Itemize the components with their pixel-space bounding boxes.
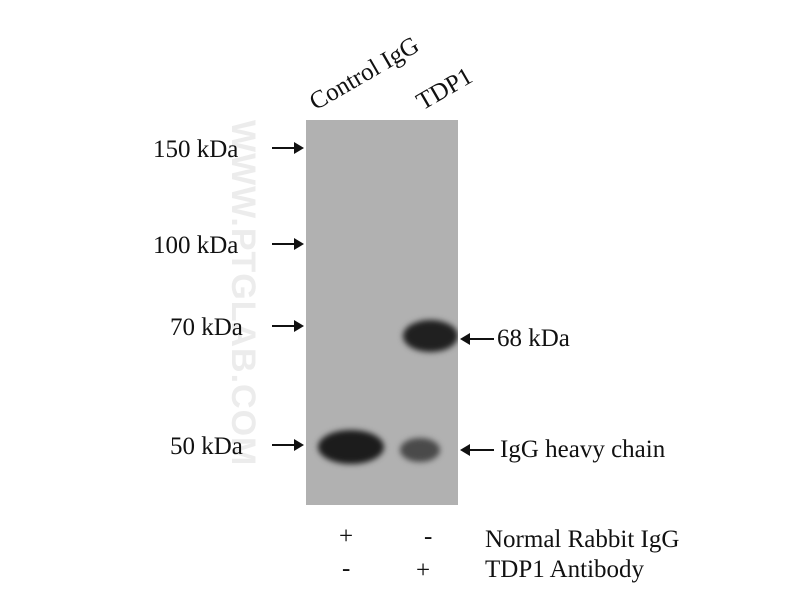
band-label-igg-heavy-chain: IgG heavy chain xyxy=(500,436,666,463)
cond-1-lane-2: - xyxy=(424,523,433,550)
lane-label-control-igg: Control IgG xyxy=(305,31,424,116)
band-arrow-igg xyxy=(460,444,494,456)
cond-2-lane-2: + xyxy=(416,557,431,584)
band-label-68kda: 68 kDa xyxy=(497,325,570,352)
marker-50: 50 kDa xyxy=(170,433,243,460)
marker-arrow-150 xyxy=(272,142,304,154)
marker-100: 100 kDa xyxy=(153,232,239,259)
blot-membrane xyxy=(306,120,458,505)
cond-2-label: TDP1 Antibody xyxy=(485,556,645,583)
marker-arrow-70 xyxy=(272,320,304,332)
lane-label-tdp1: TDP1 xyxy=(412,62,478,116)
band-control-igg-heavy-chain xyxy=(318,430,384,464)
cond-1-label: Normal Rabbit IgG xyxy=(485,526,680,553)
marker-arrow-100 xyxy=(272,238,304,250)
marker-150: 150 kDa xyxy=(153,136,239,163)
cond-1-lane-1: + xyxy=(339,523,354,550)
watermark: WWW.PTGLAB.COM xyxy=(224,120,262,467)
marker-arrow-50 xyxy=(272,439,304,451)
band-arrow-68kda xyxy=(460,333,494,345)
band-tdp1-igg-heavy-chain xyxy=(400,438,440,462)
band-tdp1-68kda xyxy=(403,320,458,352)
marker-70: 70 kDa xyxy=(170,314,243,341)
cond-2-lane-1: - xyxy=(342,555,351,582)
